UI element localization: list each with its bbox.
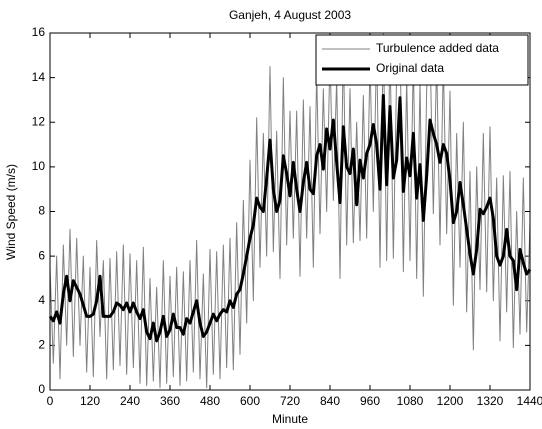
x-tick-label: 720 bbox=[280, 394, 300, 408]
y-axis-label: Wind Speed (m/s) bbox=[4, 164, 18, 260]
y-tick-label: 4 bbox=[38, 293, 45, 307]
y-tick-label: 14 bbox=[32, 70, 46, 84]
line-series bbox=[48, 93, 532, 343]
y-tick-label: 12 bbox=[32, 114, 46, 128]
plot-frame bbox=[49, 32, 531, 391]
x-tick-label: 1440 bbox=[517, 394, 542, 408]
x-tick-label: 240 bbox=[120, 394, 140, 408]
y-tick-label: 8 bbox=[38, 204, 45, 218]
line-series bbox=[49, 32, 531, 389]
x-tick-label: 0 bbox=[47, 394, 54, 408]
y-tick-label: 6 bbox=[38, 248, 45, 262]
x-tick-label: 1080 bbox=[397, 394, 424, 408]
x-tick-label: 480 bbox=[200, 394, 220, 408]
x-tick-label: 1200 bbox=[437, 394, 464, 408]
y-tick-label: 0 bbox=[38, 382, 45, 396]
x-tick-label: 600 bbox=[240, 394, 260, 408]
x-tick-label: 120 bbox=[80, 394, 100, 408]
x-axis-label: Minute bbox=[272, 412, 308, 426]
chart-title: Ganjeh, 4 August 2003 bbox=[229, 8, 351, 22]
y-tick-label: 2 bbox=[38, 338, 45, 352]
x-tick-label: 840 bbox=[320, 394, 340, 408]
x-tick-label: 960 bbox=[360, 394, 380, 408]
legend-label: Original data bbox=[376, 61, 444, 75]
legend-label: Turbulence added data bbox=[376, 41, 499, 55]
legend-box bbox=[315, 34, 529, 86]
x-tick-label: 1320 bbox=[477, 394, 504, 408]
x-tick-label: 360 bbox=[160, 394, 180, 408]
y-tick-label: 16 bbox=[32, 25, 46, 39]
y-tick-label: 10 bbox=[32, 159, 46, 173]
